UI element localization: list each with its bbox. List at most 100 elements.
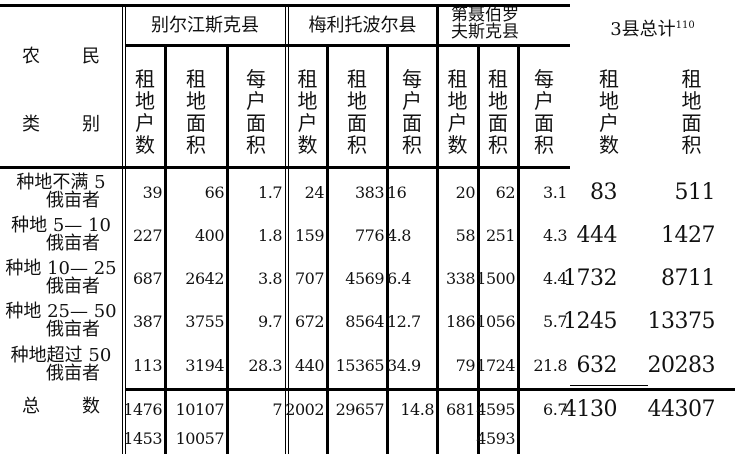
table-cell: 16 <box>387 182 407 202</box>
table-cell: 15365 <box>335 355 385 375</box>
sub-header: 租地面积 <box>186 67 206 157</box>
table-cell: 681 <box>445 399 476 419</box>
table-cell: 83 <box>590 179 618 205</box>
table-cell: 3194 <box>185 355 224 375</box>
table-cell: 1427 <box>661 222 716 248</box>
rule-line <box>326 44 329 454</box>
table-cell: 5.7 <box>543 311 567 331</box>
table-cell: 3.1 <box>543 182 567 202</box>
table-cell: 7 <box>272 399 282 419</box>
rule-line <box>477 44 480 454</box>
table-cell: 632 <box>576 352 618 378</box>
county-header-3: 第聂伯罗夫斯克县 <box>451 5 519 42</box>
row-label: 种地 5— 10 俄亩者 <box>11 215 111 254</box>
table-cell: 8564 <box>345 311 384 331</box>
sub-header: 每户面积 <box>246 67 266 157</box>
table-cell: 227 <box>132 225 163 245</box>
table-cell: 10057 <box>175 428 225 448</box>
table-cell: 8711 <box>661 265 716 291</box>
table-cell: 44307 <box>647 396 716 422</box>
rule-line <box>386 44 389 454</box>
row-label: 种地 10— 25 俄亩者 <box>5 258 117 297</box>
table-cell: 39 <box>142 182 163 202</box>
table-cell: 66 <box>204 182 225 202</box>
table-cell: 29657 <box>335 399 385 419</box>
table-cell: 186 <box>445 311 476 331</box>
rule-line <box>226 44 229 454</box>
table-cell: 707 <box>294 268 325 288</box>
sub-header: 租地户数 <box>135 67 155 157</box>
table-cell: 58 <box>455 225 476 245</box>
table-cell: 14.8 <box>400 399 434 419</box>
table-cell: 113 <box>132 355 163 375</box>
table-cell: 4.8 <box>387 225 411 245</box>
table-cell: 776 <box>354 225 385 245</box>
table-cell: 79 <box>455 355 476 375</box>
table-cell: 511 <box>674 179 716 205</box>
sub-header: 每户面积 <box>402 67 422 157</box>
table-cell: 400 <box>194 225 225 245</box>
table-cell: 159 <box>294 225 325 245</box>
table-cell: 3.8 <box>258 268 282 288</box>
county-header-2: 梅利托波尔县 <box>308 15 417 36</box>
sub-header: 租地户数 <box>599 67 619 157</box>
row-label: 种地超过 50 俄亩者 <box>10 345 112 384</box>
rule-line <box>125 44 570 47</box>
table-cell: 1453 <box>123 428 162 448</box>
table-cell: 1.7 <box>258 182 282 202</box>
table-cell: 444 <box>576 222 618 248</box>
county-header-1: 别尔江斯克县 <box>151 15 259 36</box>
table-cell: 10107 <box>175 399 225 419</box>
table-cell: 2002 <box>285 399 324 419</box>
table-cell: 6.7 <box>543 399 567 419</box>
table-cell: 1476 <box>123 399 162 419</box>
rule-line <box>570 385 648 386</box>
sub-header: 租地面积 <box>681 67 702 157</box>
table-cell: 1732 <box>563 265 618 291</box>
sub-header: 租地户数 <box>447 67 468 157</box>
table-cell: 338 <box>445 268 476 288</box>
table-cell: 2642 <box>185 268 224 288</box>
table-cell: 687 <box>132 268 163 288</box>
table-cell: 3755 <box>185 311 224 331</box>
table-cell: 440 <box>294 355 325 375</box>
table-cell: 4595 <box>476 399 515 419</box>
sub-header: 租地面积 <box>488 67 508 157</box>
table-cell: 9.7 <box>258 311 282 331</box>
table-cell: 1.8 <box>258 225 282 245</box>
table-cell: 20283 <box>647 352 716 378</box>
table-cell: 251 <box>485 225 516 245</box>
table-cell: 24 <box>304 182 325 202</box>
table-cell: 21.8 <box>533 355 567 375</box>
rule-line <box>122 4 123 454</box>
rule-line <box>517 44 520 454</box>
rule-line <box>125 388 735 391</box>
rule-line <box>125 4 126 454</box>
rule-line <box>436 4 439 454</box>
rule-line <box>164 44 167 454</box>
total-header: 3县总计110 <box>610 19 695 40</box>
table-cell: 62 <box>495 182 516 202</box>
table-cell: 1500 <box>476 268 515 288</box>
table-cell: 383 <box>354 182 385 202</box>
table-cell: 1245 <box>563 308 618 334</box>
table-cell: 4.4 <box>543 268 567 288</box>
table-cell: 20 <box>455 182 476 202</box>
table-cell: 34.9 <box>387 355 421 375</box>
table-cell: 4.3 <box>543 225 567 245</box>
table-cell: 672 <box>294 311 325 331</box>
table-cell: 387 <box>132 311 163 331</box>
table-cell: 1056 <box>476 311 515 331</box>
row-label: 种地 25— 50 俄亩者 <box>5 301 117 340</box>
table-cell: 13375 <box>647 308 716 334</box>
sub-header: 每户面积 <box>534 67 554 157</box>
rule-line <box>288 4 289 454</box>
table-cell: 1724 <box>476 355 515 375</box>
sub-header: 租地面积 <box>347 67 367 157</box>
row-label: 种地不满 5 俄亩者 <box>16 172 106 211</box>
table-cell: 6.4 <box>387 268 411 288</box>
table-cell: 4593 <box>476 428 515 448</box>
table-cell: 4130 <box>563 396 618 422</box>
table-cell: 28.3 <box>248 355 282 375</box>
